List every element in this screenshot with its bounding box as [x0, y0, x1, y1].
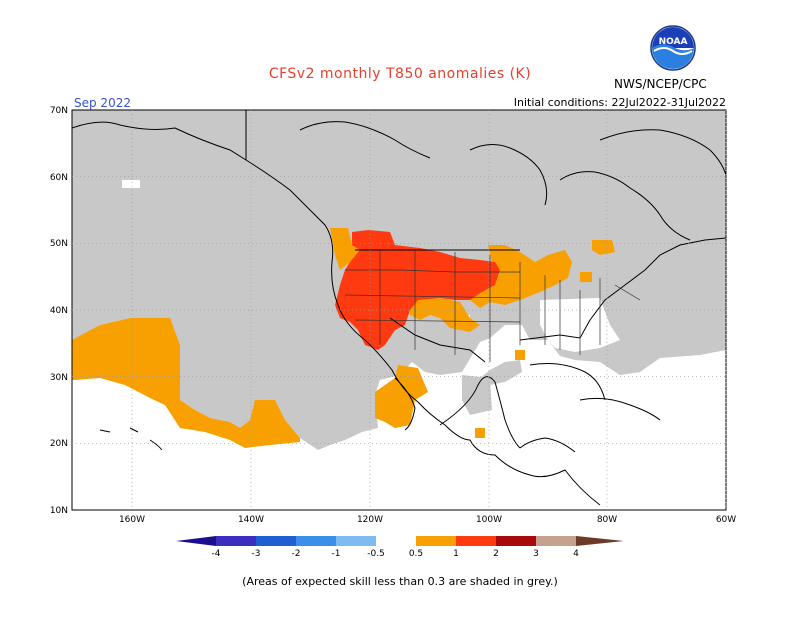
lon-label-80w: 80W — [597, 515, 617, 525]
colorbar-bin — [416, 536, 456, 546]
colorbar-bin — [216, 536, 256, 546]
forecast-month: Sep 2022 — [74, 96, 131, 110]
graticule — [72, 110, 727, 510]
colorbar-tick: 4 — [573, 549, 579, 559]
state-borders — [344, 250, 641, 362]
initial-conditions: Initial conditions: 22Jul2022-31Jul2022 — [513, 96, 726, 109]
skill-footnote: (Areas of expected skill less than 0.3 a… — [242, 575, 558, 588]
colorbar-bin — [256, 536, 296, 546]
lat-labels: 70N 60N 50N 40N 30N 20N 10N — [50, 106, 68, 516]
colorbar-bin — [456, 536, 496, 546]
lat-label-60n: 60N — [50, 173, 68, 183]
colorbar — [176, 536, 624, 546]
colorbar-tick: -4 — [212, 549, 221, 559]
lat-label-50n: 50N — [50, 239, 68, 249]
lat-label-30n: 30N — [50, 373, 68, 383]
anomaly-0-5-to-1 — [72, 228, 615, 448]
colorbar-bin — [536, 536, 576, 546]
colorbar-tick: 2 — [493, 549, 499, 559]
lon-label-160w: 160W — [119, 515, 145, 525]
lat-label-40n: 40N — [50, 306, 68, 316]
colorbar-tick: -2 — [292, 549, 301, 559]
colorbar-tick: -0.5 — [367, 549, 385, 559]
colorbar-tick: 1 — [453, 549, 459, 559]
lon-label-60w: 60W — [716, 515, 736, 525]
lat-label-10n: 10N — [50, 506, 68, 516]
lat-label-20n: 20N — [50, 439, 68, 449]
chart-title: CFSv2 monthly T850 anomalies (K) — [268, 66, 532, 82]
lon-labels: 160W 140W 120W 100W 80W 60W — [119, 515, 736, 525]
colorbar-tick: 3 — [533, 549, 539, 559]
lat-label-70n: 70N — [50, 106, 68, 116]
colorbar-gt-4 — [576, 536, 624, 546]
colorbar-bin-neutral — [376, 536, 416, 546]
colorbar-ticks: -4 -3 -2 -1 -0.5 0.5 1 2 3 4 — [212, 549, 580, 559]
colorbar-bin — [336, 536, 376, 546]
colorbar-bin — [296, 536, 336, 546]
lon-label-140w: 140W — [238, 515, 264, 525]
noaa-logo-text: NOAA — [659, 37, 688, 47]
coastlines — [71, 110, 727, 506]
lon-label-120w: 120W — [357, 515, 383, 525]
colorbar-tick: -1 — [332, 549, 341, 559]
noaa-logo-icon: NOAA — [650, 25, 696, 71]
agency-label: NWS/NCEP/CPC — [614, 77, 707, 91]
lon-label-100w: 100W — [476, 515, 502, 525]
colorbar-tick: -3 — [252, 549, 261, 559]
colorbar-lt-4 — [176, 536, 216, 546]
colorbar-tick: 0.5 — [409, 549, 423, 559]
colorbar-bin — [496, 536, 536, 546]
